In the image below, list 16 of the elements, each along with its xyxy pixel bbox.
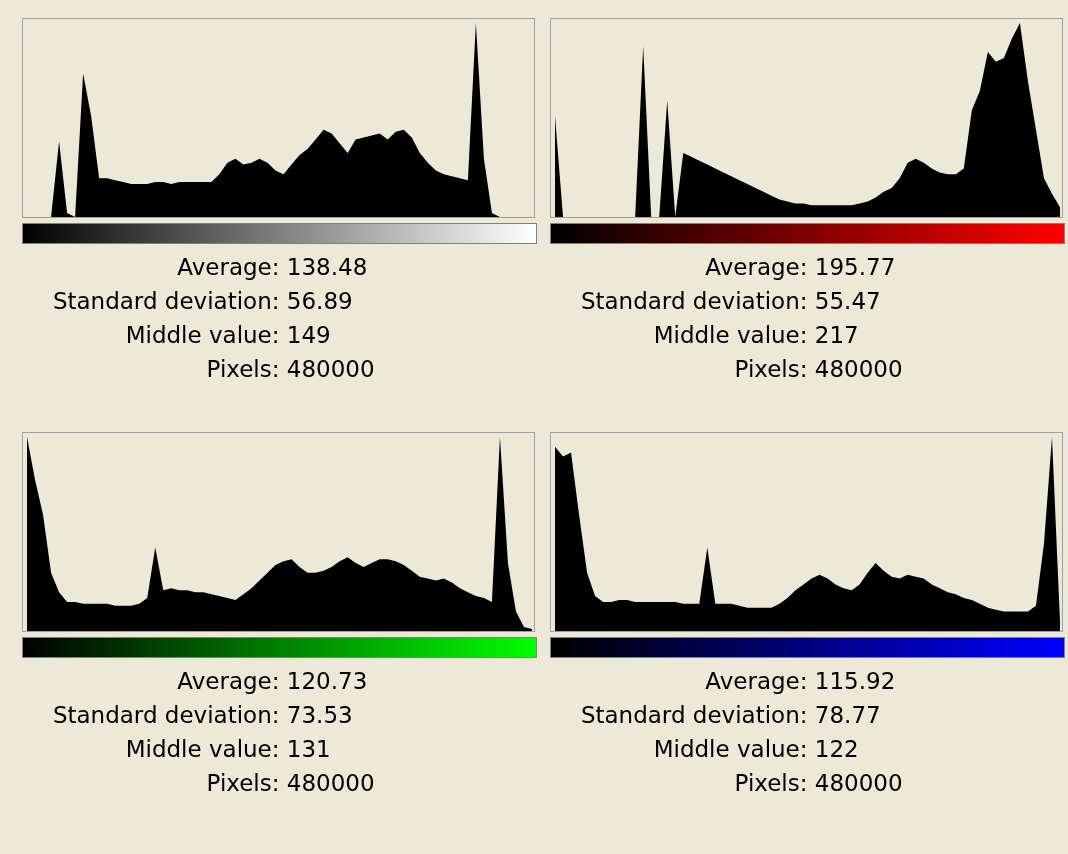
text: Pixels: 480000 [205, 355, 376, 384]
text: Middle value: 149 [124, 321, 332, 350]
text: Average: 115.92 [704, 667, 897, 696]
text: Pixels: 480000 [733, 355, 904, 384]
text: Pixels: 480000 [205, 769, 376, 798]
text: Standard deviation: 55.47 [579, 287, 882, 316]
text: Middle value: 217 [652, 321, 860, 350]
text: Average: 138.48 [176, 253, 369, 282]
text: Pixels: 480000 [733, 769, 904, 798]
text: Average: 195.77 [704, 253, 897, 282]
text: Standard deviation: 78.77 [579, 701, 882, 730]
text: Standard deviation: 56.89 [51, 287, 354, 316]
text: Middle value: 122 [652, 735, 860, 764]
text: Average: 120.73 [176, 667, 369, 696]
text: Middle value: 131 [124, 735, 332, 764]
text: Standard deviation: 73.53 [51, 701, 354, 730]
